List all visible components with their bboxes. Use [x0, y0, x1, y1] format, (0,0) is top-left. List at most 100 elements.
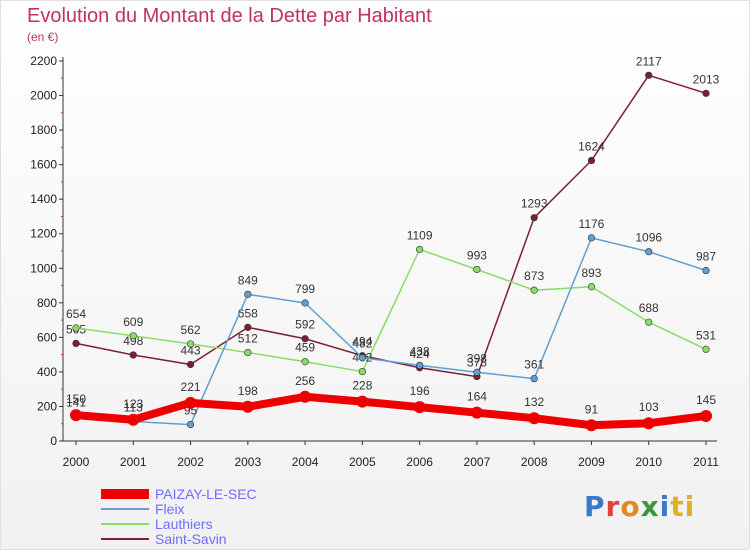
data-label-fleix: 1096 — [635, 231, 662, 245]
data-label-lauthiers: 1109 — [407, 228, 433, 242]
data-label-lauthiers: 562 — [181, 323, 201, 337]
data-label-fleix: 113 — [124, 400, 143, 414]
data-point-lauthiers — [72, 324, 80, 332]
data-point-lauthiers — [244, 348, 252, 357]
legend-label-saint-savin: Saint-Savin — [155, 530, 227, 547]
data-label-lauthiers: 609 — [123, 315, 143, 329]
legend-swatch-lauthiers — [101, 522, 149, 525]
data-label-saint-savin: 1624 — [578, 139, 605, 153]
series-line-paizay-le-sec — [72, 392, 710, 430]
data-label-paizay-le-sec: 123 — [123, 397, 143, 411]
data-label-fleix: 438 — [410, 344, 430, 358]
y-tick-label: 200 — [37, 399, 57, 413]
data-label-paizay-le-sec: 150 — [66, 392, 86, 406]
logo-letter: i — [659, 490, 671, 523]
logo-letter: r — [605, 490, 621, 523]
logo-letter: P — [584, 490, 606, 523]
data-point-lauthiers — [358, 367, 366, 376]
data-label-paizay-le-sec: 228 — [352, 379, 372, 393]
data-point-lauthiers — [645, 318, 653, 326]
logo-letter: ti — [670, 490, 696, 523]
data-label-paizay-le-sec: 198 — [238, 384, 258, 398]
data-point-lauthiers — [473, 265, 481, 274]
data-label-paizay-le-sec: 103 — [639, 400, 659, 414]
data-point-lauthiers — [587, 283, 596, 291]
data-point-paizay-le-sec — [470, 406, 483, 419]
series-line-saint-savin — [75, 74, 707, 378]
data-label-saint-savin: 498 — [123, 334, 143, 348]
data-label-paizay-le-sec: 196 — [410, 384, 430, 398]
legend-item-lauthiers: Lauthiers — [101, 516, 257, 532]
legend-label-fleix: Fleix — [155, 500, 185, 517]
data-label-paizay-le-sec: 132 — [524, 395, 544, 409]
data-label-fleix: 141 — [66, 396, 86, 410]
legend-swatch-fleix — [101, 507, 149, 510]
data-label-saint-savin: 658 — [238, 306, 258, 320]
x-tick-label: 2008 — [521, 455, 548, 469]
data-label-fleix: 361 — [524, 358, 544, 372]
data-label-lauthiers: 512 — [238, 332, 258, 346]
data-label-saint-savin: 424 — [410, 347, 430, 361]
data-point-saint-savin — [72, 339, 80, 348]
data-point-saint-savin — [587, 156, 596, 165]
data-label-lauthiers: 873 — [524, 269, 544, 283]
y-tick-label: 1000 — [30, 261, 57, 275]
legend-swatch-paizay — [101, 488, 149, 499]
data-point-lauthiers — [129, 332, 137, 340]
legend: PAIZAY-LE-SEC Fleix Lauthiers Saint-Savi… — [101, 485, 257, 547]
data-point-paizay-le-sec — [356, 395, 369, 408]
x-tick-label: 2010 — [635, 455, 662, 469]
data-label-fleix: 398 — [467, 351, 487, 365]
data-label-paizay-le-sec: 91 — [585, 402, 599, 416]
data-point-paizay-le-sec — [585, 419, 598, 432]
data-label-saint-savin: 2117 — [636, 54, 662, 68]
data-label-lauthiers: 531 — [696, 328, 716, 342]
legend-label-paizay: PAIZAY-LE-SEC — [155, 485, 257, 502]
data-label-fleix: 849 — [238, 273, 258, 287]
data-point-paizay-le-sec — [528, 412, 541, 425]
data-label-lauthiers: 893 — [581, 266, 601, 280]
y-tick-label: 600 — [37, 330, 57, 344]
x-tick-label: 2009 — [578, 455, 605, 469]
chart-subtitle: (en €) — [27, 30, 59, 44]
data-point-paizay-le-sec — [184, 396, 197, 409]
data-point-fleix — [416, 361, 424, 369]
y-tick-label: 1800 — [30, 123, 57, 137]
series-line-lauthiers — [75, 248, 707, 373]
data-label-saint-savin: 494 — [352, 335, 372, 349]
data-point-fleix — [587, 234, 596, 242]
data-label-saint-savin: 373 — [467, 356, 487, 370]
legend-swatch-saint-savin — [101, 537, 149, 540]
logo-letter: x — [640, 490, 660, 523]
data-point-saint-savin — [129, 351, 137, 359]
data-point-saint-savin — [244, 323, 252, 331]
data-point-paizay-le-sec — [241, 400, 254, 413]
data-point-lauthiers — [702, 345, 710, 353]
y-tick-label: 800 — [37, 296, 57, 310]
proxiti-logo: Proxiti — [584, 490, 695, 523]
data-label-paizay-le-sec: 145 — [696, 393, 716, 407]
data-label-saint-savin: 2013 — [693, 72, 720, 86]
data-label-paizay-le-sec: 164 — [467, 390, 487, 404]
x-tick-label: 2000 — [63, 455, 90, 469]
legend-item-saint-savin: Saint-Savin — [101, 530, 257, 547]
data-label-paizay-le-sec: 256 — [295, 374, 315, 388]
x-tick-label: 2007 — [464, 455, 491, 469]
y-tick-label: 2200 — [30, 54, 57, 68]
logo-letter: o — [620, 490, 641, 523]
y-tick-label: 0 — [50, 434, 57, 448]
y-tick-label: 1200 — [30, 227, 57, 241]
y-tick-label: 1400 — [30, 192, 57, 206]
x-tick-label: 2004 — [292, 455, 319, 469]
y-tick-label: 400 — [37, 365, 57, 379]
data-point-fleix — [530, 375, 538, 383]
x-tick-label: 2003 — [234, 455, 261, 469]
data-label-lauthiers: 654 — [66, 307, 86, 321]
x-tick-label: 2011 — [693, 455, 719, 469]
data-point-lauthiers — [530, 286, 538, 294]
data-point-saint-savin — [186, 360, 195, 369]
data-point-lauthiers — [416, 245, 424, 254]
data-point-fleix — [702, 266, 710, 275]
data-point-saint-savin — [301, 335, 309, 343]
